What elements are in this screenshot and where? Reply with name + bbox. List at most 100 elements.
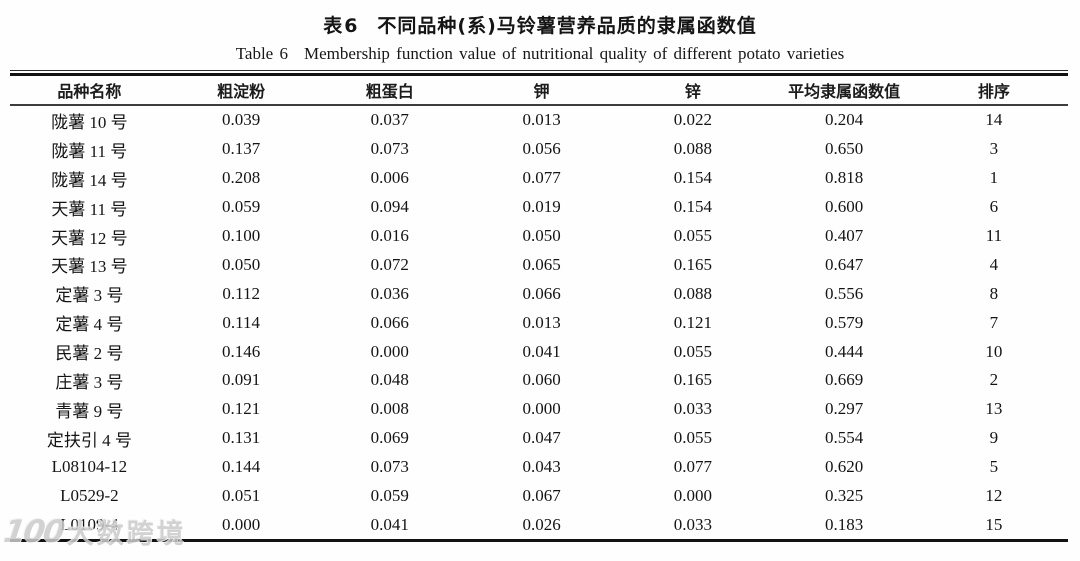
value-cell: 0.059 <box>222 197 261 217</box>
variety-name-cell: L08104-12 <box>51 457 128 477</box>
value-cell: 0.050 <box>222 254 261 274</box>
value-cell: 0.121 <box>222 399 261 419</box>
column-header-6: 平均隶属函数值 <box>768 76 920 106</box>
variety-name-cell: 天薯 11 号 <box>51 199 128 219</box>
value-cell: 0.066 <box>522 283 561 303</box>
value-cell: 0.088 <box>673 139 713 159</box>
value-cell: 0.050 <box>522 226 561 245</box>
value-cell: 0.047 <box>522 428 561 448</box>
value-cell: 0.022 <box>673 110 713 130</box>
value-cell: 0.114 <box>222 312 260 332</box>
variety-name-cell: 定薯 3 号 <box>55 286 124 306</box>
value-cell: 0.600 <box>825 197 864 217</box>
table-row: 青薯 9 号 0.121 0.008 0.000 0.033 0.297 13 <box>10 395 1068 424</box>
table-number-zh: 表6 <box>323 15 360 37</box>
table-row: 定扶引 4 号 0.131 0.069 0.047 0.055 0.554 9 <box>10 424 1068 453</box>
value-cell: 0.444 <box>825 341 864 361</box>
value-cell: 0.088 <box>673 283 713 303</box>
value-cell: 0.000 <box>522 399 561 419</box>
column-header-2: 粗淀粉 <box>168 76 314 106</box>
rank-cell: 8 <box>989 283 999 303</box>
table-row: 天薯 12 号 0.100 0.016 0.050 0.055 0.407 11 <box>10 222 1068 251</box>
variety-name-cell: L0529-2 <box>60 486 119 506</box>
value-cell: 0.055 <box>673 428 713 448</box>
value-cell: 0.060 <box>522 370 561 390</box>
value-cell: 0.059 <box>370 486 409 506</box>
table-row: 陇薯 10 号 0.039 0.037 0.013 0.022 0.204 14 <box>10 105 1068 135</box>
rank-cell: 7 <box>989 312 999 332</box>
value-cell: 0.137 <box>222 139 261 159</box>
column-header-7: 排序 <box>919 76 1068 106</box>
value-cell: 0.000 <box>370 341 409 361</box>
value-cell: 0.146 <box>222 341 261 361</box>
column-header-4: 钾 <box>465 76 618 106</box>
value-cell: 0.055 <box>673 341 713 361</box>
value-cell: 0.165 <box>673 254 713 274</box>
value-cell: 0.094 <box>370 197 409 217</box>
variety-name-cell: 青薯 9 号 <box>55 401 124 421</box>
column-header-5: 锌 <box>617 76 769 106</box>
value-cell: 0.051 <box>222 486 261 506</box>
value-cell: 0.013 <box>522 110 561 130</box>
rank-cell: 15 <box>985 514 1003 534</box>
value-cell: 0.055 <box>673 226 713 245</box>
value-cell: 0.067 <box>522 486 561 506</box>
rank-cell: 9 <box>989 428 999 448</box>
value-cell: 0.165 <box>673 370 713 390</box>
value-cell: 0.041 <box>370 514 409 534</box>
table-row: L0529-2 0.051 0.059 0.067 0.000 0.325 12 <box>10 482 1068 511</box>
value-cell: 0.650 <box>825 139 864 159</box>
value-cell: 0.556 <box>825 283 864 303</box>
value-cell: 0.041 <box>522 341 561 361</box>
table-header-row: 品种名称 粗淀粉 粗蛋白钾锌平均隶属函数值 排序 <box>10 76 1068 106</box>
value-cell: 0.818 <box>825 168 864 188</box>
value-cell: 0.112 <box>222 283 260 303</box>
rank-cell: 5 <box>989 457 999 477</box>
variety-name-cell: 定薯 4 号 <box>55 315 124 335</box>
rank-cell: 4 <box>989 254 999 274</box>
variety-name-cell: 陇薯 14 号 <box>51 170 128 190</box>
value-cell: 0.072 <box>370 254 409 274</box>
value-cell: 0.144 <box>222 457 261 477</box>
variety-name-cell: 陇薯 11 号 <box>51 141 128 161</box>
value-cell: 0.065 <box>522 254 561 274</box>
value-cell: 0.183 <box>825 514 864 534</box>
value-cell: 0.647 <box>825 254 864 274</box>
table-caption-zh: 表6 不同品种(系)马铃薯营养品质的隶属函数值 <box>0 0 1080 38</box>
rank-cell: 1 <box>989 168 999 188</box>
value-cell: 0.066 <box>370 312 409 332</box>
value-cell: 0.056 <box>522 139 561 159</box>
rank-cell: 6 <box>989 197 999 217</box>
value-cell: 0.154 <box>673 197 713 217</box>
table-row: 定薯 3 号 0.112 0.036 0.066 0.088 0.556 8 <box>10 279 1068 308</box>
table-row: 天薯 13 号 0.050 0.072 0.065 0.165 0.647 4 <box>10 250 1068 279</box>
table-row: 庄薯 3 号 0.091 0.048 0.060 0.165 0.669 2 <box>10 366 1068 395</box>
value-cell: 0.033 <box>673 399 713 419</box>
value-cell: 0.077 <box>522 168 561 188</box>
table-caption-en: Table 6 Membership function value of nutr… <box>0 44 1080 64</box>
value-cell: 0.026 <box>522 514 561 534</box>
value-cell: 0.208 <box>222 168 261 188</box>
value-cell: 0.043 <box>522 457 561 477</box>
variety-name-cell: 天薯 13 号 <box>51 257 128 277</box>
value-cell: 0.016 <box>370 226 409 245</box>
variety-name-cell: 天薯 12 号 <box>51 228 128 248</box>
rank-cell: 12 <box>985 486 1003 506</box>
table-rule-top <box>10 70 1068 76</box>
membership-table: 品种名称 粗淀粉 粗蛋白钾锌平均隶属函数值 排序 陇薯 10 号 0.039 0.037 0… <box>10 70 1068 543</box>
value-cell: 0.008 <box>370 399 409 419</box>
value-cell: 0.073 <box>370 457 409 477</box>
table-row: 陇薯 11 号 0.137 0.073 0.056 0.088 0.650 3 <box>10 135 1068 164</box>
value-cell: 0.048 <box>370 370 409 390</box>
table-number-en: Table 6 <box>235 44 288 63</box>
table-title-zh: 不同品种(系)马铃薯营养品质的隶属函数值 <box>377 15 757 37</box>
rank-cell: 3 <box>989 139 999 159</box>
value-cell: 0.036 <box>370 283 409 303</box>
rank-cell: 11 <box>985 226 1003 245</box>
value-cell: 0.073 <box>370 139 409 159</box>
value-cell: 0.000 <box>673 486 713 506</box>
variety-name-cell: 陇薯 10 号 <box>51 112 128 132</box>
value-cell: 0.069 <box>370 428 409 448</box>
variety-name-cell: 庄薯 3 号 <box>55 372 124 392</box>
